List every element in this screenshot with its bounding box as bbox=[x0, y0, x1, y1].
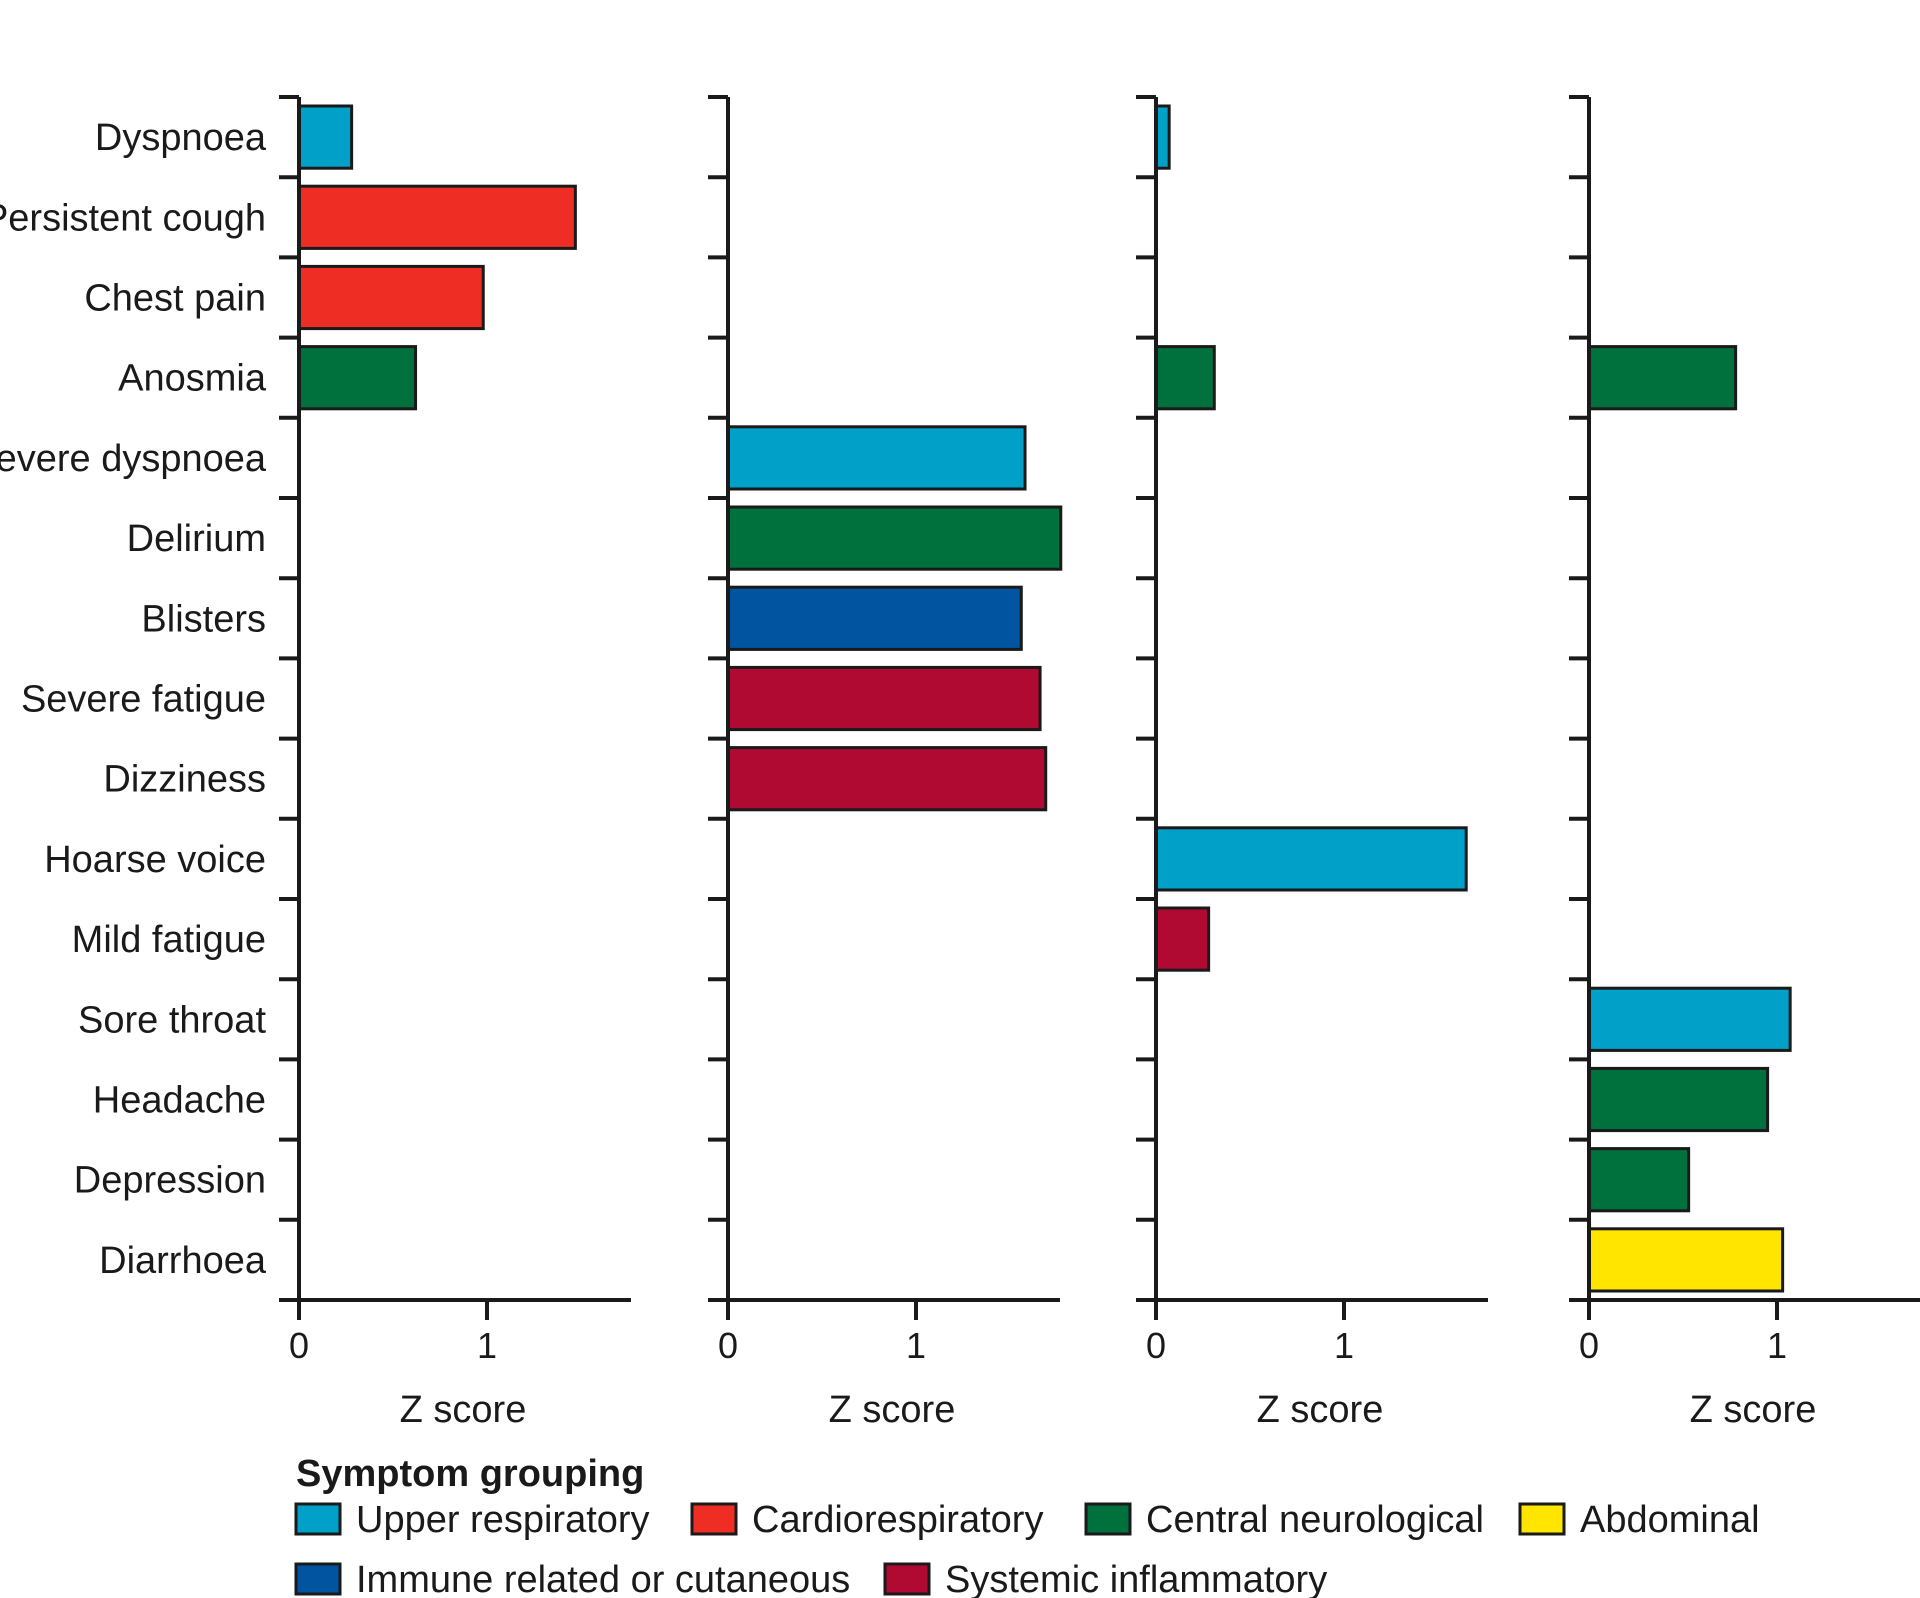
legend-title: Symptom grouping bbox=[296, 1453, 644, 1495]
category-label: Dyspnoea bbox=[95, 117, 267, 159]
legend-item-upper-respiratory: Upper respiratory bbox=[294, 1499, 650, 1541]
bar-chest-pain bbox=[297, 264, 485, 331]
category-label: Hoarse voice bbox=[44, 839, 266, 881]
bar-severe-dyspnoea bbox=[726, 425, 1027, 491]
bar-persistent-cough bbox=[297, 184, 577, 250]
bar-anosmia bbox=[297, 345, 418, 411]
panel-4: 0 1 Z score bbox=[1569, 95, 1920, 1431]
legend-item-cardiorespiratory: Cardiorespiratory bbox=[690, 1499, 1043, 1541]
x-axis-title: Z score bbox=[1257, 1389, 1384, 1431]
legend-item-systemic-inflammatory: Systemic inflammatory bbox=[883, 1559, 1327, 1598]
legend-item-abdominal: Abdominal bbox=[1518, 1499, 1760, 1541]
bar-sore-throat bbox=[1587, 986, 1792, 1052]
bar-blisters bbox=[726, 585, 1023, 651]
bar-severe-fatigue bbox=[726, 665, 1042, 732]
bar-mild-fatigue bbox=[1154, 906, 1211, 972]
bar-diarrhoea bbox=[1587, 1227, 1785, 1293]
legend-swatch bbox=[1518, 1502, 1566, 1536]
x-tick-label: 1 bbox=[477, 1325, 497, 1366]
x-tick-label: 0 bbox=[1146, 1325, 1166, 1366]
legend-item-immune-cutaneous: Immune related or cutaneous bbox=[294, 1559, 850, 1598]
x-tick-label: 1 bbox=[1334, 1325, 1354, 1366]
x-tick-label: 0 bbox=[289, 1325, 309, 1366]
category-label: Diarrhoea bbox=[99, 1240, 267, 1282]
x-axis-title: Z score bbox=[829, 1389, 956, 1431]
category-label: Blisters bbox=[141, 598, 266, 640]
x-tick-label: 1 bbox=[1767, 1325, 1787, 1366]
bar-depression bbox=[1587, 1147, 1691, 1213]
x-axis-title: Z score bbox=[1690, 1389, 1817, 1431]
x-axis-title: Z score bbox=[400, 1389, 527, 1431]
category-label: Chest pain bbox=[84, 278, 266, 320]
legend-item-central-neurological: Central neurological bbox=[1084, 1499, 1484, 1541]
category-label: Depression bbox=[74, 1160, 266, 1202]
x-tick-label: 1 bbox=[906, 1325, 926, 1366]
category-label: Persistent cough bbox=[0, 197, 266, 239]
category-labels: Dyspnoea Persistent cough Chest pain Anosmi… bbox=[0, 117, 267, 1282]
chart-panels: 0 1 Z score 0 1 Z score 0 1 Z score 0 1 Z score bbox=[279, 95, 1920, 1431]
bar-dyspnoea bbox=[297, 104, 354, 170]
legend-label: Immune related or cutaneous bbox=[356, 1559, 850, 1598]
panel-1: 0 1 Z score bbox=[279, 95, 631, 1431]
category-label: Sore throat bbox=[78, 999, 266, 1041]
category-label: Severe fatigue bbox=[21, 679, 266, 721]
category-label: Headache bbox=[93, 1080, 266, 1122]
bar-delirium bbox=[726, 505, 1063, 571]
legend-label: Upper respiratory bbox=[356, 1499, 650, 1541]
legend-label: Systemic inflammatory bbox=[945, 1559, 1327, 1598]
legend-swatch bbox=[294, 1562, 342, 1596]
panel-3: 0 1 Z score bbox=[1136, 95, 1488, 1431]
bar-hoarse-voice bbox=[1154, 826, 1468, 892]
category-label: Mild fatigue bbox=[72, 919, 266, 961]
category-label: Anosmia bbox=[118, 358, 267, 400]
legend-swatch bbox=[883, 1562, 931, 1596]
bar-anosmia bbox=[1154, 345, 1216, 411]
x-tick-label: 0 bbox=[1579, 1325, 1599, 1366]
bar-headache bbox=[1587, 1066, 1770, 1133]
legend-label: Cardiorespiratory bbox=[752, 1499, 1043, 1541]
legend-swatch bbox=[690, 1502, 738, 1536]
category-label: Delirium bbox=[127, 518, 266, 560]
legend-label: Abdominal bbox=[1580, 1499, 1760, 1541]
x-tick-label: 0 bbox=[718, 1325, 738, 1366]
bar-dizziness bbox=[726, 746, 1048, 812]
legend-swatch bbox=[1084, 1502, 1132, 1536]
category-label: Severe dyspnoea bbox=[0, 438, 267, 480]
legend: Symptom grouping Upper respiratory Cardio… bbox=[294, 1453, 1760, 1598]
bar-anosmia bbox=[1587, 345, 1738, 411]
category-label: Dizziness bbox=[103, 759, 266, 801]
legend-swatch bbox=[294, 1502, 342, 1536]
legend-label: Central neurological bbox=[1146, 1499, 1484, 1541]
panel-2: 0 1 Z score bbox=[708, 95, 1063, 1431]
